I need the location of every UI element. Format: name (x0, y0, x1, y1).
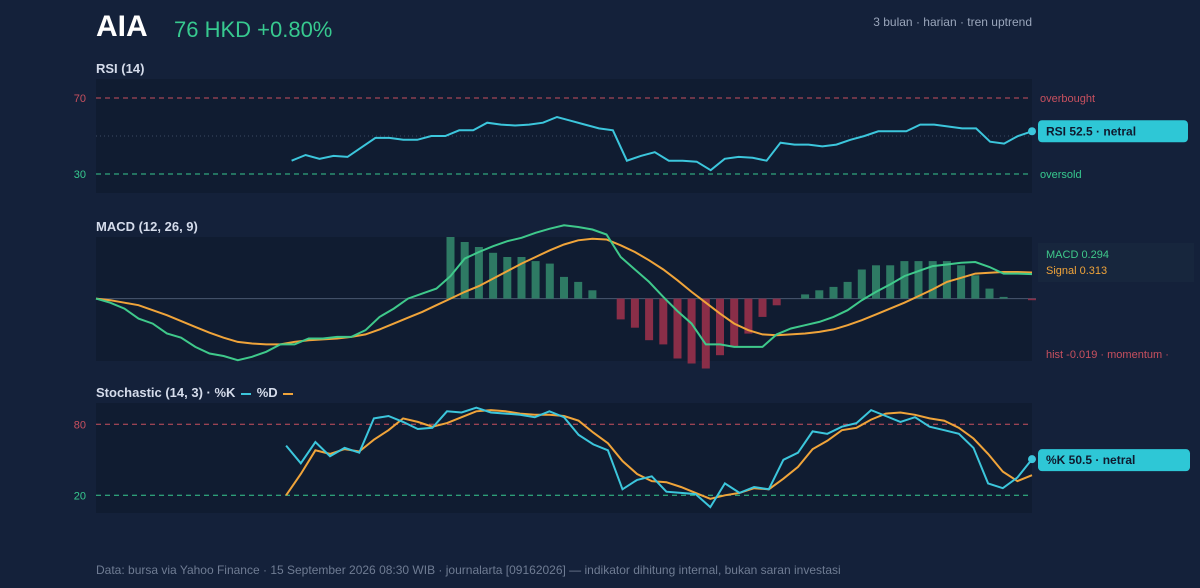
macd-hist-bar (971, 275, 980, 299)
macd-hist-bar (815, 290, 824, 299)
macd-legend-box (1038, 243, 1194, 282)
stoch-title-text: Stochastic (14, 3) · %K (96, 385, 236, 400)
d-series-line (285, 409, 1033, 500)
macd-hist-bar (801, 294, 810, 299)
macd-hist-bar (843, 281, 852, 299)
macd-hist-bar (673, 298, 682, 359)
macd-hist-bar (829, 286, 838, 299)
macd-hist-bar (503, 257, 512, 299)
stoch-badge (1038, 449, 1190, 472)
macd-hist-bar (701, 298, 710, 369)
chart-meta: 3 bulan · harian · tren uptrend (873, 15, 1032, 29)
rsi-series-line (291, 115, 1033, 172)
macd-hist-bar (914, 261, 923, 299)
macd-hist-bar (1028, 298, 1036, 301)
overbought-label: overbought (1040, 93, 1095, 105)
macd-hist-bar (772, 298, 781, 306)
macd-hist-bar (857, 269, 866, 299)
macd-hist-bar (758, 298, 767, 317)
rsi-badge (1038, 120, 1188, 143)
d-legend-label: %D (256, 385, 278, 400)
macd-hist-bar (446, 237, 455, 299)
macd-hist-bar (517, 257, 526, 299)
macd-legend-value: MACD 0.294 (1046, 249, 1109, 261)
macd-hist-bar (489, 252, 498, 299)
price-quote: 76 HKD +0.80% (174, 17, 333, 42)
macd-hist-bar (985, 288, 994, 299)
macd-hist-bar (531, 261, 540, 299)
macd-hist-bar (588, 290, 597, 299)
macd-hist-bar (659, 298, 668, 345)
rsi-title: RSI (14) (96, 61, 145, 76)
rsi-last-point (1028, 127, 1036, 136)
hist-legend-value: hist -0.019 · momentum · (1046, 349, 1169, 361)
macd-hist-bar (928, 261, 937, 299)
macd-hist-bar (872, 265, 880, 299)
macd-hist-bar (900, 261, 909, 299)
macd-hist-bar (574, 281, 583, 299)
rsi-tick-label: 70 (74, 93, 86, 105)
macd-hist-bar (460, 242, 469, 299)
stoch-tick-label: 80 (74, 419, 86, 431)
macd-hist-bar (616, 298, 625, 320)
macd-hist-bar (545, 263, 554, 299)
footer-source: Data: bursa via Yahoo Finance · 15 Septe… (96, 563, 841, 577)
macd-hist-bar (744, 298, 753, 334)
oversold-label: oversold (1040, 169, 1082, 181)
stoch-badge-text: %K 50.5 · netral (1046, 453, 1135, 467)
stoch-panel (96, 403, 1032, 513)
stoch-title: Stochastic (14, 3) · %K %D (96, 385, 295, 400)
macd-hist-bar (630, 298, 639, 328)
signal-legend-value: Signal 0.313 (1046, 265, 1107, 277)
macd-title: MACD (12, 26, 9) (96, 219, 198, 234)
macd-hist-bar (687, 298, 696, 364)
macd-hist-bar (942, 261, 951, 299)
macd-hist-bar (999, 296, 1008, 299)
d-legend-swatch (283, 392, 294, 395)
macd-hist-bar (957, 265, 966, 299)
macd-series-line (95, 224, 1033, 362)
rsi-badge-text: RSI 52.5 · netral (1046, 124, 1136, 138)
k-series-line (285, 406, 1033, 509)
macd-hist-bar (886, 265, 895, 299)
macd-hist-bar (474, 247, 483, 299)
ticker-symbol: AIA (96, 10, 148, 43)
k-legend-swatch (241, 392, 252, 395)
signal-series-line (95, 237, 1033, 346)
k-last-point (1028, 455, 1036, 464)
macd-hist-bar (716, 298, 724, 356)
stoch-tick-label: 20 (74, 490, 86, 502)
macd-hist-bar (645, 298, 654, 341)
macd-hist-bar (560, 276, 568, 299)
rsi-tick-label: 30 (74, 169, 86, 181)
